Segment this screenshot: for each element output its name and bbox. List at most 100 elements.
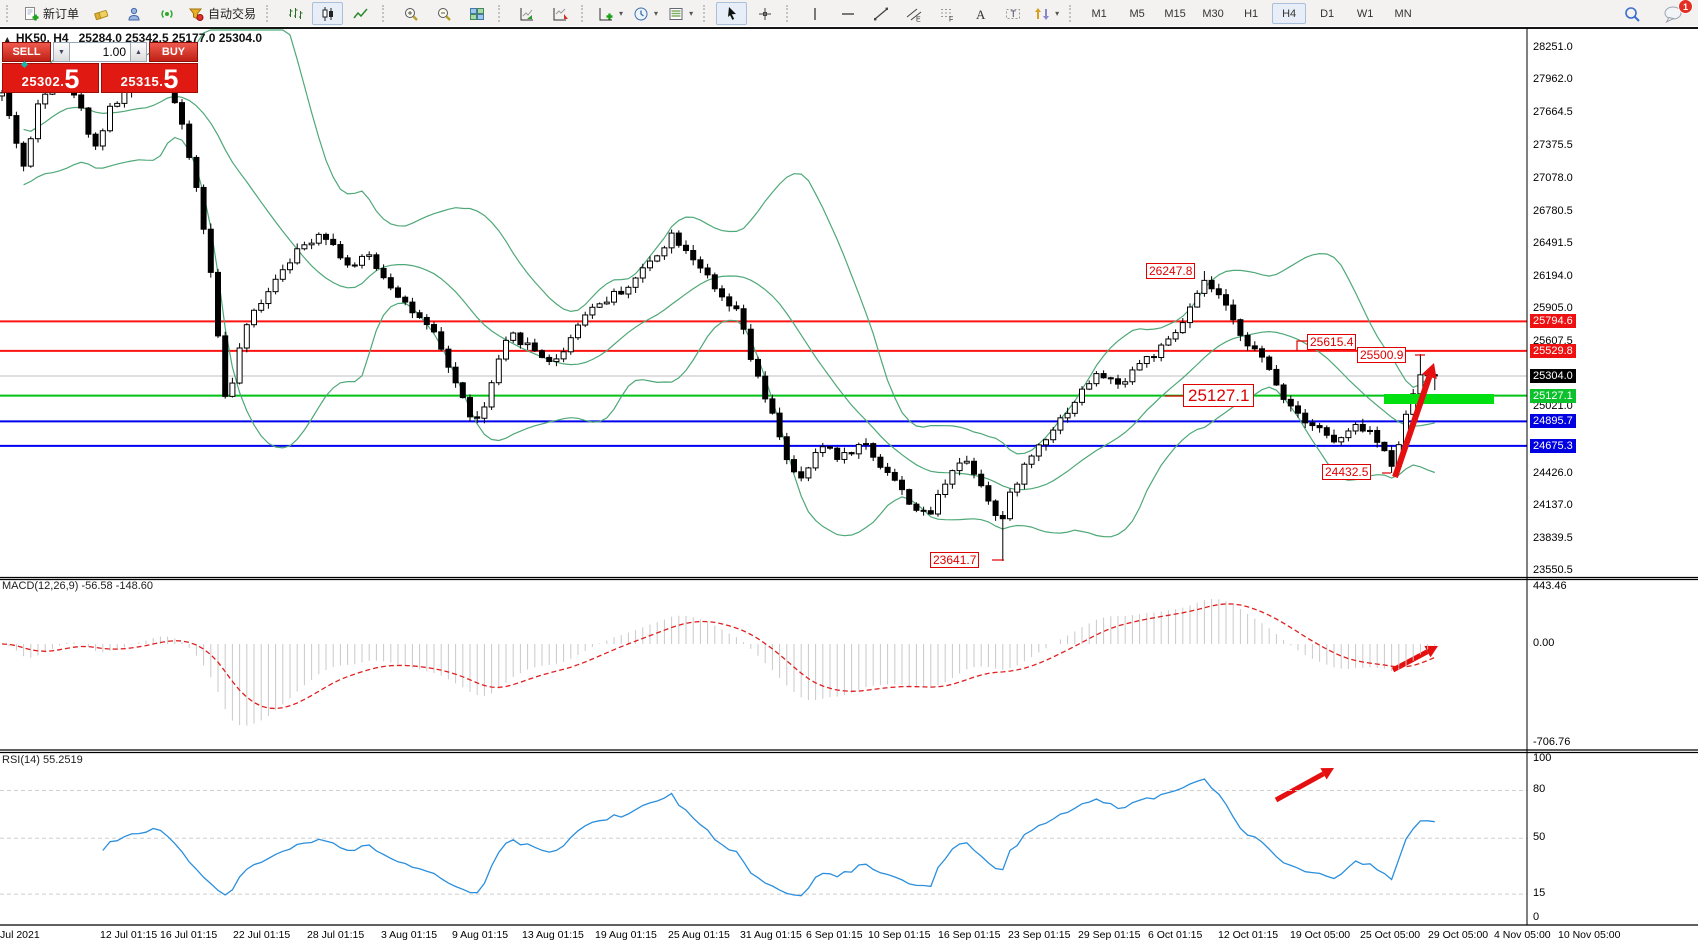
fibonacci-icon: F bbox=[939, 6, 955, 22]
objects-list-button[interactable] bbox=[544, 2, 575, 25]
lot-size-input[interactable] bbox=[70, 42, 130, 62]
eraser-icon bbox=[93, 6, 109, 22]
line-chart-icon bbox=[352, 6, 369, 22]
timeframe-h4[interactable]: H4 bbox=[1272, 3, 1307, 24]
sell-button[interactable]: SELL bbox=[2, 42, 51, 62]
sell-price-box[interactable]: 25302. 5 bbox=[2, 63, 99, 93]
vertical-line-button[interactable] bbox=[799, 2, 830, 25]
candlestick-chart-button[interactable] bbox=[312, 2, 344, 25]
time-label: 12 Jul 01:15 bbox=[100, 929, 158, 941]
one-click-trading-panel: SELL ▼ ▲ BUY 25302.5 25315.5 bbox=[2, 42, 198, 93]
zoom-in-icon bbox=[403, 6, 419, 22]
time-label: 29 Sep 01:15 bbox=[1078, 929, 1141, 941]
time-axis[interactable]: Jul 2021 12 Jul 01:15 16 Jul 01:15 22 Jul 0… bbox=[0, 926, 1698, 945]
line-chart-button[interactable] bbox=[345, 2, 376, 25]
autotrading-button[interactable]: 自动交易 bbox=[184, 2, 260, 25]
indicator-list-button[interactable] bbox=[511, 2, 542, 25]
vertical-line-icon bbox=[807, 6, 823, 22]
timeframe-m30[interactable]: M30 bbox=[1202, 7, 1224, 20]
buy-price-box[interactable]: 25315. 5 bbox=[101, 63, 198, 93]
axis-label: 26194.0 bbox=[1533, 270, 1573, 282]
time-label: 13 Aug 01:15 bbox=[522, 929, 584, 941]
buy-button[interactable]: BUY bbox=[149, 42, 198, 62]
timeframe-h1[interactable]: H1 bbox=[1244, 7, 1259, 20]
add-indicator-icon bbox=[598, 6, 614, 22]
equidistant-channel-button[interactable]: E bbox=[898, 2, 929, 25]
arrows-button[interactable]: ▾ bbox=[1030, 2, 1063, 25]
price-axis[interactable]: 28251.0 27962.0 27664.5 27375.5 27078.0 26780… bbox=[1529, 0, 1698, 945]
axis-label: 26780.5 bbox=[1533, 204, 1573, 217]
time-label: 31 Aug 01:15 bbox=[740, 929, 802, 941]
axis-label: 0 bbox=[1533, 911, 1540, 923]
signals-button[interactable] bbox=[151, 2, 182, 25]
trendline-button[interactable] bbox=[865, 2, 896, 25]
price-badge: 24675.3 bbox=[1530, 438, 1576, 453]
autotrading-label: 自动交易 bbox=[208, 7, 257, 21]
chevron-down-icon: ▾ bbox=[654, 9, 659, 18]
period-selector-button[interactable]: ▾ bbox=[629, 2, 662, 25]
timeframe-m5[interactable]: M5 bbox=[1129, 7, 1145, 20]
axis-label: 443.46 bbox=[1533, 580, 1567, 592]
trendline-icon bbox=[873, 6, 889, 22]
axis-label: 28251.0 bbox=[1533, 41, 1573, 54]
chevron-down-icon: ▾ bbox=[1055, 9, 1060, 18]
toolbar-grip bbox=[498, 5, 504, 22]
axis-label: 24137.0 bbox=[1533, 498, 1573, 511]
axis-label: 100 bbox=[1533, 752, 1552, 764]
template-button[interactable]: ▾ bbox=[664, 2, 697, 25]
time-label: 25 Aug 01:15 bbox=[668, 929, 730, 941]
zoom-out-button[interactable] bbox=[428, 2, 459, 25]
time-label: 28 Jul 01:15 bbox=[307, 929, 365, 941]
price-badge: 25127.1 bbox=[1530, 388, 1576, 403]
collapse-chart-icon[interactable]: ▴ bbox=[5, 34, 10, 44]
axis-label: 23839.5 bbox=[1533, 531, 1573, 544]
timeframe-w1[interactable]: W1 bbox=[1356, 7, 1374, 20]
axis-label: 0.00 bbox=[1533, 637, 1555, 649]
time-label: 29 Oct 05:00 bbox=[1428, 929, 1489, 941]
axis-label: -706.76 bbox=[1533, 736, 1571, 748]
timeframe-mn[interactable]: MN bbox=[1394, 7, 1412, 20]
bar-chart-icon bbox=[287, 6, 303, 22]
toolbar-grip bbox=[6, 5, 12, 22]
eraser-button[interactable] bbox=[85, 2, 116, 25]
horizontal-line-button[interactable] bbox=[832, 2, 863, 25]
crosshair-button[interactable] bbox=[749, 2, 780, 25]
price-badge: 25529.8 bbox=[1530, 343, 1576, 358]
buy-price-fraction: 5 bbox=[163, 64, 179, 94]
bar-chart-button[interactable] bbox=[279, 2, 310, 25]
timeframe-m15[interactable]: M15 bbox=[1164, 7, 1186, 20]
time-label: 25 Oct 05:00 bbox=[1360, 929, 1421, 941]
toolbar-grip bbox=[703, 5, 709, 22]
axis-label: 24426.0 bbox=[1533, 466, 1573, 479]
new-order-label: 新订单 bbox=[43, 7, 80, 21]
main-toolbar: 新订单 自动交易 ▾ ▾ bbox=[0, 0, 1698, 26]
search-button[interactable] bbox=[1616, 2, 1647, 25]
signal-icon bbox=[159, 6, 175, 22]
svg-text:T: T bbox=[1010, 9, 1016, 19]
notifications-button[interactable]: 1 bbox=[1657, 0, 1693, 25]
time-label: 10 Nov 05:00 bbox=[1558, 929, 1621, 941]
timeframe-d1[interactable]: D1 bbox=[1320, 7, 1335, 20]
search-icon bbox=[1623, 5, 1641, 23]
add-indicator-button[interactable]: ▾ bbox=[594, 2, 627, 25]
axis-label: 27375.5 bbox=[1533, 138, 1573, 151]
text-button[interactable]: A bbox=[964, 2, 995, 25]
accounts-button[interactable] bbox=[118, 2, 149, 25]
new-order-button[interactable]: 新订单 bbox=[19, 2, 83, 25]
text-label-button[interactable]: T bbox=[997, 2, 1028, 25]
axis-label: 15 bbox=[1533, 887, 1546, 899]
timeframe-group: M1 M5 M15 M30 H1 H4 D1 W1 MN bbox=[1082, 3, 1420, 24]
timeframe-m1[interactable]: M1 bbox=[1091, 7, 1107, 20]
lot-size-control: ▼ ▲ bbox=[53, 42, 147, 62]
candlestick-icon bbox=[320, 6, 336, 22]
lot-increase-button[interactable]: ▲ bbox=[130, 42, 147, 62]
tile-windows-button[interactable] bbox=[461, 2, 492, 25]
axis-label: 27664.5 bbox=[1533, 106, 1573, 119]
fibonacci-button[interactable]: F bbox=[931, 2, 962, 25]
axis-label: 50 bbox=[1533, 831, 1546, 843]
lot-decrease-button[interactable]: ▼ bbox=[53, 42, 70, 62]
zoom-in-button[interactable] bbox=[395, 2, 426, 25]
time-label: 22 Jul 01:15 bbox=[233, 929, 291, 941]
cursor-button[interactable] bbox=[716, 2, 748, 25]
